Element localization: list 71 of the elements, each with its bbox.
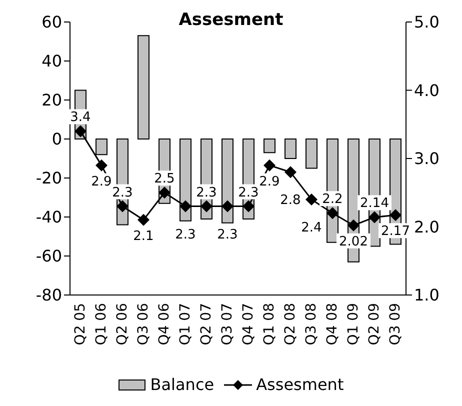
y-tick-label: -40 (36, 208, 62, 227)
x-tick-label: Q2 09 (366, 303, 382, 346)
y-tick-label: -80 (36, 286, 62, 305)
data-label: 2.1 (133, 228, 154, 244)
y-tick-label: -20 (36, 168, 62, 188)
point (158, 186, 170, 199)
x-tick-label: Q3 07 (219, 303, 236, 346)
bar (284, 138, 296, 159)
point (242, 200, 254, 212)
data-label: 2.9 (91, 174, 112, 190)
x-tick-label: Q4 07 (240, 303, 256, 346)
data-label: 2.9 (259, 174, 280, 190)
point (222, 200, 234, 212)
y2-tick-label: 5.0 (414, 12, 440, 32)
point (116, 200, 128, 212)
bar (138, 35, 150, 140)
point (74, 125, 86, 138)
point (284, 166, 296, 178)
data-label: 2.8 (280, 193, 301, 208)
data-label: 2.17 (381, 224, 410, 240)
y-tick-label: 0 (52, 130, 62, 149)
x-tick-label: Q1 09 (345, 303, 362, 346)
y-tick-label: 60 (42, 12, 62, 32)
point (264, 159, 276, 172)
y2-tick-label: 2.0 (414, 217, 440, 236)
x-tick-label: Q1 08 (261, 303, 278, 346)
x-tick-label: Q3 08 (303, 303, 320, 346)
x-tick-label: Q1 06 (93, 302, 110, 346)
point (138, 214, 150, 226)
data-label: 2.02 (339, 234, 368, 250)
point (390, 209, 402, 222)
x-tick-label: Q1 07 (177, 303, 194, 346)
y-tick-label: 20 (42, 90, 62, 110)
bar (180, 138, 192, 222)
x-tick-label: Q4 06 (156, 302, 172, 346)
data-label: 2.5 (154, 172, 175, 187)
x-tick-label: Q3 06 (135, 302, 152, 346)
point (368, 211, 380, 224)
x-tick-label: Q2 06 (114, 302, 130, 346)
bar (96, 138, 108, 156)
x-tick-label: Q2 05 (72, 303, 88, 346)
point (326, 207, 338, 220)
data-label: 2.3 (175, 227, 196, 242)
legend-label: Balance (149, 375, 214, 394)
bar (222, 138, 234, 224)
y2-tick-label: 3.0 (414, 149, 440, 168)
data-label: 2.3 (112, 185, 133, 200)
bar (264, 138, 276, 154)
point (180, 200, 192, 212)
legend-label: Assesment (255, 375, 344, 394)
x-tick-label: Q3 09 (387, 303, 404, 346)
data-label: 2.14 (360, 196, 389, 212)
point (96, 159, 108, 172)
data-label: 2.3 (238, 185, 259, 200)
y2-tick-label: 1.0 (414, 286, 440, 305)
x-tick-label: Q2 08 (282, 303, 298, 346)
data-label: 2.4 (301, 220, 322, 236)
data-label: 3.4 (70, 110, 91, 126)
bar (306, 138, 318, 169)
point (306, 193, 318, 206)
data-label: 2.3 (196, 185, 217, 200)
x-tick-label: Q4 08 (324, 303, 340, 346)
y-tick-label: 40 (42, 52, 62, 71)
point (348, 219, 360, 232)
data-label: 2.3 (217, 227, 238, 242)
y2-tick-label: 4.0 (414, 80, 440, 100)
chart-title: Assesment (178, 10, 284, 30)
data-label: 2.2 (322, 192, 343, 208)
y-tick-label: -60 (36, 246, 62, 266)
x-tick-label: Q2 07 (198, 303, 214, 346)
point (200, 200, 212, 212)
